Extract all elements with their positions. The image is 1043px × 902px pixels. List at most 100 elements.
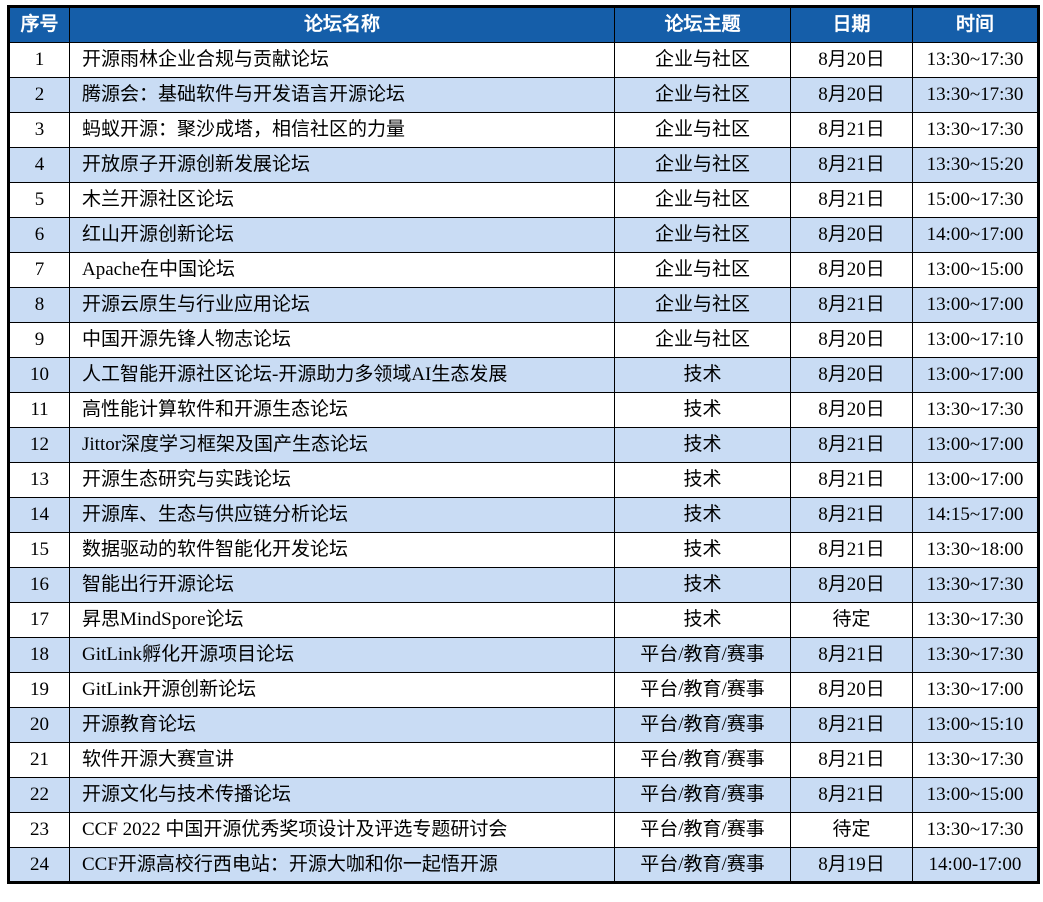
table-row: 24 CCF开源高校行西电站：开源大咖和你一起悟开源 平台/教育/赛事 8月19日 14…	[8, 847, 1039, 883]
cell-date: 8月21日	[790, 497, 913, 533]
cell-index: 17	[8, 602, 70, 638]
cell-name: 昇思MindSpore论坛	[69, 602, 615, 638]
table-row: 14 开源库、生态与供应链分析论坛 技术 8月21日 14:15~17:00	[8, 497, 1039, 533]
cell-time: 13:30~17:00	[912, 672, 1039, 708]
cell-date: 8月21日	[790, 182, 913, 218]
table-row: 18 GitLink孵化开源项目论坛 平台/教育/赛事 8月21日 13:30~17:3…	[8, 637, 1039, 673]
cell-index: 10	[8, 357, 70, 393]
cell-date: 8月20日	[790, 672, 913, 708]
cell-name: 腾源会：基础软件与开发语言开源论坛	[69, 77, 615, 113]
cell-time: 13:00~17:00	[912, 427, 1039, 463]
cell-index: 16	[8, 567, 70, 603]
header-time: 时间	[912, 6, 1039, 43]
table-body: 1 开源雨林企业合规与贡献论坛 企业与社区 8月20日 13:30~17:30 2 腾源会：…	[8, 42, 1039, 883]
cell-name: 红山开源创新论坛	[69, 217, 615, 253]
cell-index: 3	[8, 112, 70, 148]
table-row: 22 开源文化与技术传播论坛 平台/教育/赛事 8月21日 13:00~15:00	[8, 777, 1039, 813]
cell-time: 13:30~18:00	[912, 532, 1039, 568]
cell-date: 8月21日	[790, 777, 913, 813]
cell-date: 8月21日	[790, 707, 913, 743]
cell-index: 6	[8, 217, 70, 253]
cell-time: 13:00~17:00	[912, 287, 1039, 323]
cell-topic: 企业与社区	[614, 112, 791, 148]
cell-topic: 企业与社区	[614, 252, 791, 288]
cell-date: 8月21日	[790, 532, 913, 568]
cell-index: 22	[8, 777, 70, 813]
cell-index: 23	[8, 812, 70, 848]
cell-time: 14:15~17:00	[912, 497, 1039, 533]
cell-index: 19	[8, 672, 70, 708]
cell-index: 15	[8, 532, 70, 568]
cell-date: 8月21日	[790, 462, 913, 498]
cell-topic: 企业与社区	[614, 42, 791, 78]
cell-name: 高性能计算软件和开源生态论坛	[69, 392, 615, 428]
cell-name: 软件开源大赛宣讲	[69, 742, 615, 778]
table-row: 9 中国开源先锋人物志论坛 企业与社区 8月20日 13:00~17:10	[8, 322, 1039, 358]
header-forum-name: 论坛名称	[69, 6, 615, 43]
table-row: 5 木兰开源社区论坛 企业与社区 8月21日 15:00~17:30	[8, 182, 1039, 218]
cell-topic: 企业与社区	[614, 182, 791, 218]
cell-date: 待定	[790, 812, 913, 848]
cell-name: 木兰开源社区论坛	[69, 182, 615, 218]
table-row: 20 开源教育论坛 平台/教育/赛事 8月21日 13:00~15:10	[8, 707, 1039, 743]
table-row: 1 开源雨林企业合规与贡献论坛 企业与社区 8月20日 13:30~17:30	[8, 42, 1039, 78]
cell-date: 8月20日	[790, 322, 913, 358]
cell-date: 8月20日	[790, 217, 913, 253]
cell-topic: 技术	[614, 392, 791, 428]
cell-topic: 平台/教育/赛事	[614, 707, 791, 743]
cell-name: 开源文化与技术传播论坛	[69, 777, 615, 813]
forum-schedule-table: 序号 论坛名称 论坛主题 日期 时间 1 开源雨林企业合规与贡献论坛 企业与社区 8月…	[7, 5, 1040, 884]
cell-index: 7	[8, 252, 70, 288]
cell-time: 13:30~17:30	[912, 392, 1039, 428]
cell-time: 13:00~17:10	[912, 322, 1039, 358]
cell-name: 开源雨林企业合规与贡献论坛	[69, 42, 615, 78]
table-row: 23 CCF 2022 中国开源优秀奖项设计及评选专题研讨会 平台/教育/赛事 待定 1…	[8, 812, 1039, 848]
cell-name: CCF开源高校行西电站：开源大咖和你一起悟开源	[69, 847, 615, 883]
cell-name: GitLink开源创新论坛	[69, 672, 615, 708]
cell-topic: 企业与社区	[614, 147, 791, 183]
cell-date: 8月19日	[790, 847, 913, 883]
cell-time: 13:00~15:00	[912, 777, 1039, 813]
cell-name: 智能出行开源论坛	[69, 567, 615, 603]
cell-topic: 技术	[614, 462, 791, 498]
cell-name: Jittor深度学习框架及国产生态论坛	[69, 427, 615, 463]
cell-topic: 平台/教育/赛事	[614, 777, 791, 813]
table-row: 17 昇思MindSpore论坛 技术 待定 13:30~17:30	[8, 602, 1039, 638]
cell-date: 8月21日	[790, 287, 913, 323]
cell-name: 中国开源先锋人物志论坛	[69, 322, 615, 358]
cell-date: 8月21日	[790, 637, 913, 673]
cell-date: 8月21日	[790, 742, 913, 778]
cell-time: 14:00-17:00	[912, 847, 1039, 883]
header-row: 序号 论坛名称 论坛主题 日期 时间	[8, 6, 1039, 43]
cell-index: 13	[8, 462, 70, 498]
cell-time: 13:00~15:00	[912, 252, 1039, 288]
cell-topic: 技术	[614, 567, 791, 603]
cell-name: 开源生态研究与实践论坛	[69, 462, 615, 498]
cell-topic: 平台/教育/赛事	[614, 672, 791, 708]
cell-name: Apache在中国论坛	[69, 252, 615, 288]
cell-time: 14:00~17:00	[912, 217, 1039, 253]
cell-topic: 企业与社区	[614, 322, 791, 358]
cell-topic: 技术	[614, 602, 791, 638]
cell-index: 18	[8, 637, 70, 673]
cell-time: 13:30~17:30	[912, 637, 1039, 673]
cell-time: 13:30~17:30	[912, 812, 1039, 848]
cell-topic: 平台/教育/赛事	[614, 742, 791, 778]
table-row: 16 智能出行开源论坛 技术 8月20日 13:30~17:30	[8, 567, 1039, 603]
table-row: 12 Jittor深度学习框架及国产生态论坛 技术 8月21日 13:00~17:00	[8, 427, 1039, 463]
table-row: 7 Apache在中国论坛 企业与社区 8月20日 13:00~15:00	[8, 252, 1039, 288]
cell-index: 24	[8, 847, 70, 883]
cell-topic: 技术	[614, 497, 791, 533]
cell-name: 开源云原生与行业应用论坛	[69, 287, 615, 323]
cell-name: CCF 2022 中国开源优秀奖项设计及评选专题研讨会	[69, 812, 615, 848]
cell-index: 8	[8, 287, 70, 323]
cell-topic: 技术	[614, 427, 791, 463]
header-forum-topic: 论坛主题	[614, 6, 791, 43]
table-row: 15 数据驱动的软件智能化开发论坛 技术 8月21日 13:30~18:00	[8, 532, 1039, 568]
table-row: 10 人工智能开源社区论坛-开源助力多领域AI生态发展 技术 8月20日 13:00~1…	[8, 357, 1039, 393]
table-row: 13 开源生态研究与实践论坛 技术 8月21日 13:00~17:00	[8, 462, 1039, 498]
table-row: 11 高性能计算软件和开源生态论坛 技术 8月20日 13:30~17:30	[8, 392, 1039, 428]
header-index: 序号	[8, 6, 70, 43]
cell-name: 开源教育论坛	[69, 707, 615, 743]
cell-topic: 技术	[614, 532, 791, 568]
